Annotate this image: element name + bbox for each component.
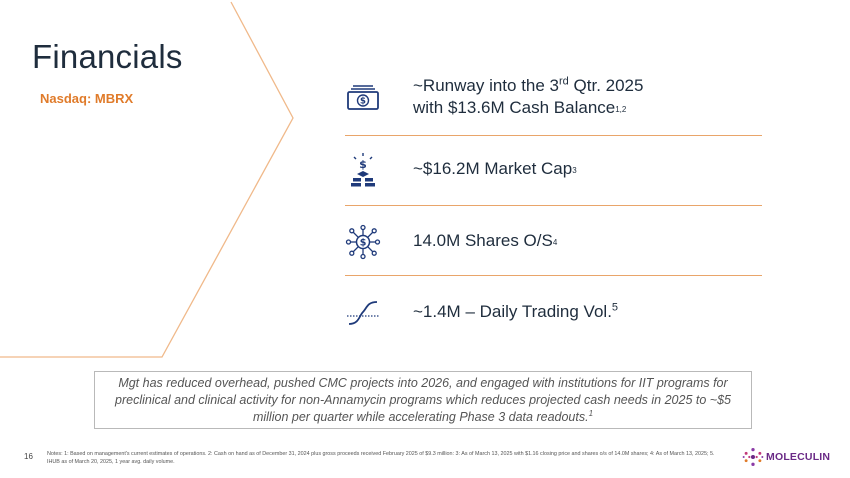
stat-trading-volume: ~1.4M – Daily Trading Vol.5	[345, 294, 762, 330]
molecule-logo-icon	[742, 448, 764, 466]
page-number: 16	[24, 452, 33, 461]
dollar-network-icon: $	[345, 224, 381, 260]
stat-market-cap-text: ~$16.2M Market Cap3	[413, 159, 577, 178]
stat-shares-outstanding-text: 14.0M Shares O/S4	[413, 231, 558, 250]
page-title: Financials	[32, 38, 183, 75]
cash-bill-icon: $	[345, 80, 381, 116]
divider	[345, 275, 762, 276]
note-text: Mgt has reduced overhead, pushed CMC pro…	[115, 375, 731, 424]
trading-curve-icon	[345, 294, 381, 330]
note-callout: Mgt has reduced overhead, pushed CMC pro…	[94, 371, 752, 429]
stat-runway-text: ~Runway into the 3rd Qtr. 2025 with $13.…	[413, 75, 644, 117]
svg-text:$: $	[359, 158, 367, 171]
svg-text:$: $	[360, 97, 366, 107]
stat-trading-volume-text: ~1.4M – Daily Trading Vol.5	[413, 301, 619, 321]
ticker-label: Nasdaq: MBRX	[40, 91, 134, 106]
money-bag-coins-icon: $	[345, 152, 381, 188]
company-logo: MOLECULIN	[742, 446, 830, 468]
logo-wordmark: MOLECULIN	[766, 451, 831, 463]
stat-shares-outstanding: $ 14.0M Shares O/S4	[345, 224, 762, 260]
divider	[345, 135, 762, 136]
stat-runway: $ ~Runway into the 3rd Qtr. 2025 with $1…	[345, 75, 762, 121]
stat-market-cap: $ ~$16.2M Market Cap3	[345, 152, 762, 188]
footnotes: Notes: 1: Based on management's current …	[47, 451, 715, 465]
svg-text:$: $	[360, 238, 367, 249]
divider	[345, 205, 762, 206]
